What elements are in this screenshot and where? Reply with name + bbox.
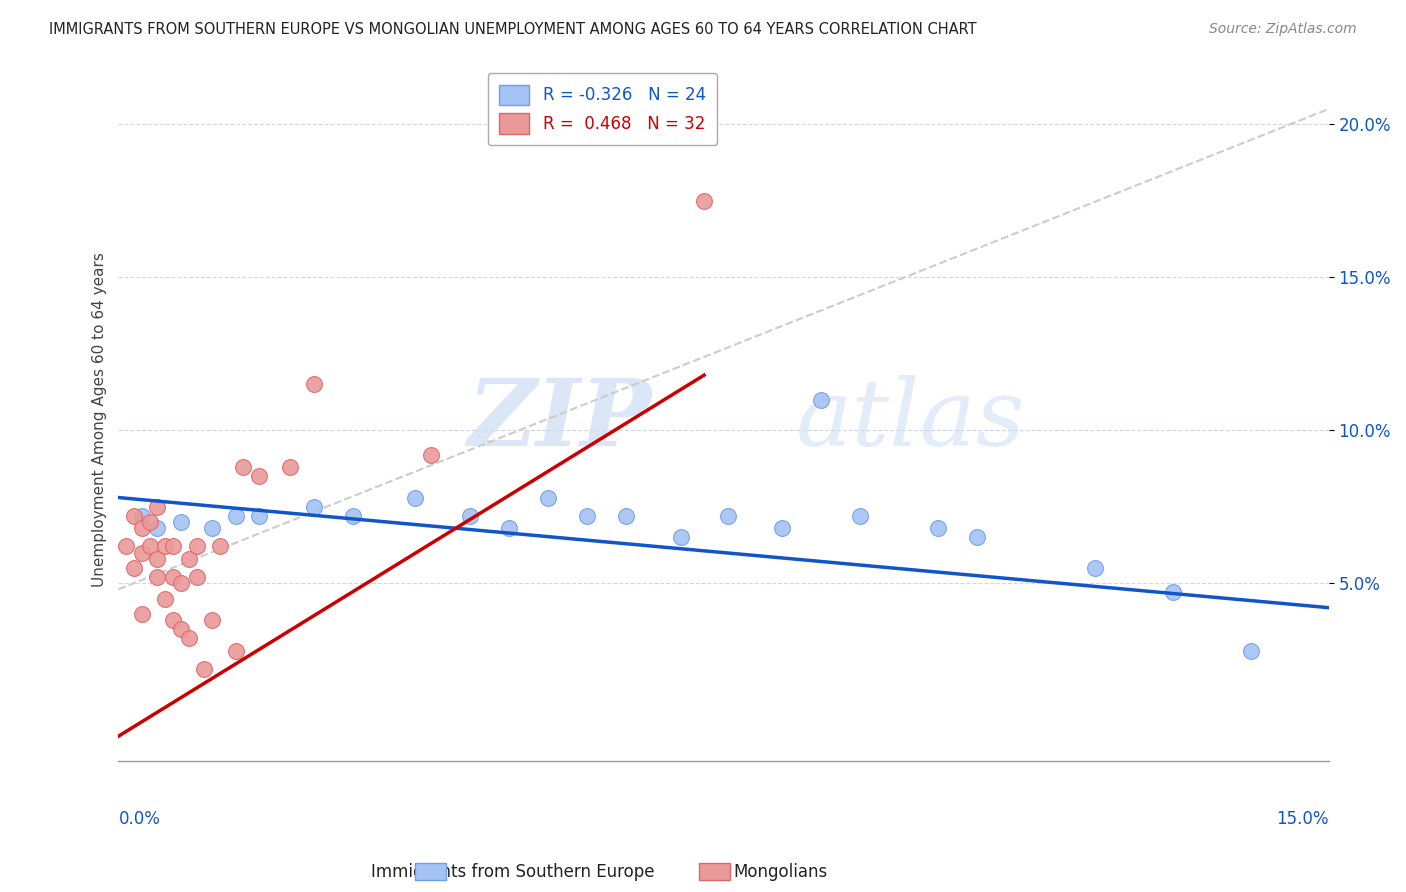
Point <box>669 530 692 544</box>
Point <box>247 508 270 523</box>
Point <box>208 540 231 554</box>
Point <box>131 546 153 560</box>
Point <box>1161 585 1184 599</box>
Point <box>278 459 301 474</box>
Text: Source: ZipAtlas.com: Source: ZipAtlas.com <box>1209 22 1357 37</box>
Y-axis label: Unemployment Among Ages 60 to 64 years: Unemployment Among Ages 60 to 64 years <box>93 252 107 587</box>
Point <box>614 508 637 523</box>
Point <box>115 540 138 554</box>
Text: atlas: atlas <box>796 375 1026 465</box>
Point <box>810 392 832 407</box>
Point <box>201 613 224 627</box>
Point <box>575 508 598 523</box>
Point <box>537 491 560 505</box>
Point <box>177 551 200 566</box>
Point <box>849 508 872 523</box>
Text: IMMIGRANTS FROM SOUTHERN EUROPE VS MONGOLIAN UNEMPLOYMENT AMONG AGES 60 TO 64 YE: IMMIGRANTS FROM SOUTHERN EUROPE VS MONGO… <box>49 22 977 37</box>
Point <box>122 561 145 575</box>
Point <box>146 551 169 566</box>
Point <box>122 508 145 523</box>
Point <box>404 491 426 505</box>
Point <box>232 459 254 474</box>
Legend: R = -0.326   N = 24, R =  0.468   N = 32: R = -0.326 N = 24, R = 0.468 N = 32 <box>488 73 717 145</box>
Point <box>966 530 988 544</box>
Text: 0.0%: 0.0% <box>118 810 160 828</box>
Point <box>131 508 153 523</box>
Point <box>419 448 441 462</box>
Point <box>186 570 208 584</box>
Point <box>1240 643 1263 657</box>
Point <box>186 540 208 554</box>
Point <box>162 540 184 554</box>
Point <box>716 508 738 523</box>
Point <box>162 570 184 584</box>
Point <box>146 570 169 584</box>
Point <box>170 515 193 529</box>
Point <box>155 591 177 606</box>
Point <box>146 500 169 514</box>
Point <box>138 515 160 529</box>
Point <box>458 508 481 523</box>
Point <box>342 508 364 523</box>
Text: 15.0%: 15.0% <box>1277 810 1329 828</box>
Point <box>138 540 160 554</box>
Text: Mongolians: Mongolians <box>733 863 828 881</box>
Point <box>155 540 177 554</box>
Point <box>498 521 520 535</box>
Point <box>170 576 193 591</box>
Point <box>770 521 793 535</box>
Point <box>146 521 169 535</box>
Text: ZIP: ZIP <box>467 375 651 465</box>
Point <box>170 622 193 636</box>
Point <box>693 194 716 208</box>
Point <box>247 469 270 483</box>
Point <box>201 521 224 535</box>
Point <box>131 607 153 621</box>
Point <box>302 377 325 392</box>
Point <box>177 632 200 646</box>
Point <box>193 662 215 676</box>
Point <box>162 613 184 627</box>
Point <box>302 500 325 514</box>
Point <box>131 521 153 535</box>
Point <box>225 508 247 523</box>
Text: Immigrants from Southern Europe: Immigrants from Southern Europe <box>371 863 655 881</box>
Point <box>225 643 247 657</box>
Point <box>927 521 949 535</box>
Point <box>1083 561 1105 575</box>
